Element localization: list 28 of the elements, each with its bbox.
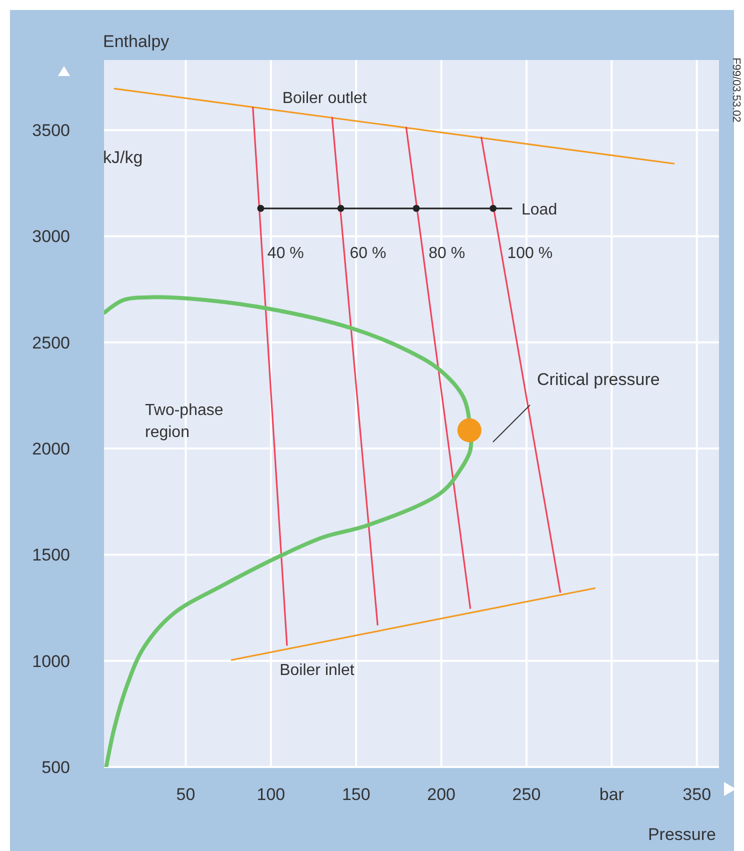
y-tick-label: 3000 — [32, 227, 70, 246]
series-label: 80 % — [428, 245, 466, 262]
x-tick-label: 200 — [427, 785, 456, 804]
y-tick-label: 2000 — [32, 440, 70, 459]
series-label: 100 % — [507, 245, 553, 262]
annotation: Critical pressure — [537, 370, 660, 389]
series-label: Load — [522, 201, 558, 218]
y-tick-label: 2500 — [32, 333, 70, 352]
x-tick-label: bar — [599, 785, 624, 804]
series-label: 60 % — [350, 245, 386, 262]
x-tick-label: 350 — [682, 785, 712, 804]
series-label: Boiler inlet — [280, 662, 355, 679]
x-tick-label: 50 — [176, 785, 196, 804]
text: F99/03.53.02 — [730, 58, 742, 122]
series-label: Boiler outlet — [282, 90, 368, 108]
x-axis-title: Pressure — [648, 825, 716, 844]
annotation: Two-phase region — [145, 402, 224, 441]
series-label: 40 % — [267, 245, 304, 262]
y-tick-label: 1500 — [32, 546, 70, 565]
x-tick-label: 100 — [256, 785, 286, 804]
y-tick-label: 3500 — [32, 121, 70, 140]
x-tick-label: 150 — [342, 785, 370, 804]
y-axis-title: Enthalpy — [103, 32, 170, 51]
y-tick-label: 1000 — [32, 652, 70, 671]
x-tick-label: 250 — [512, 785, 541, 804]
line-series — [104, 295, 474, 767]
annotation: kJ/kg — [103, 148, 143, 167]
y-tick-label: 500 — [42, 758, 70, 777]
